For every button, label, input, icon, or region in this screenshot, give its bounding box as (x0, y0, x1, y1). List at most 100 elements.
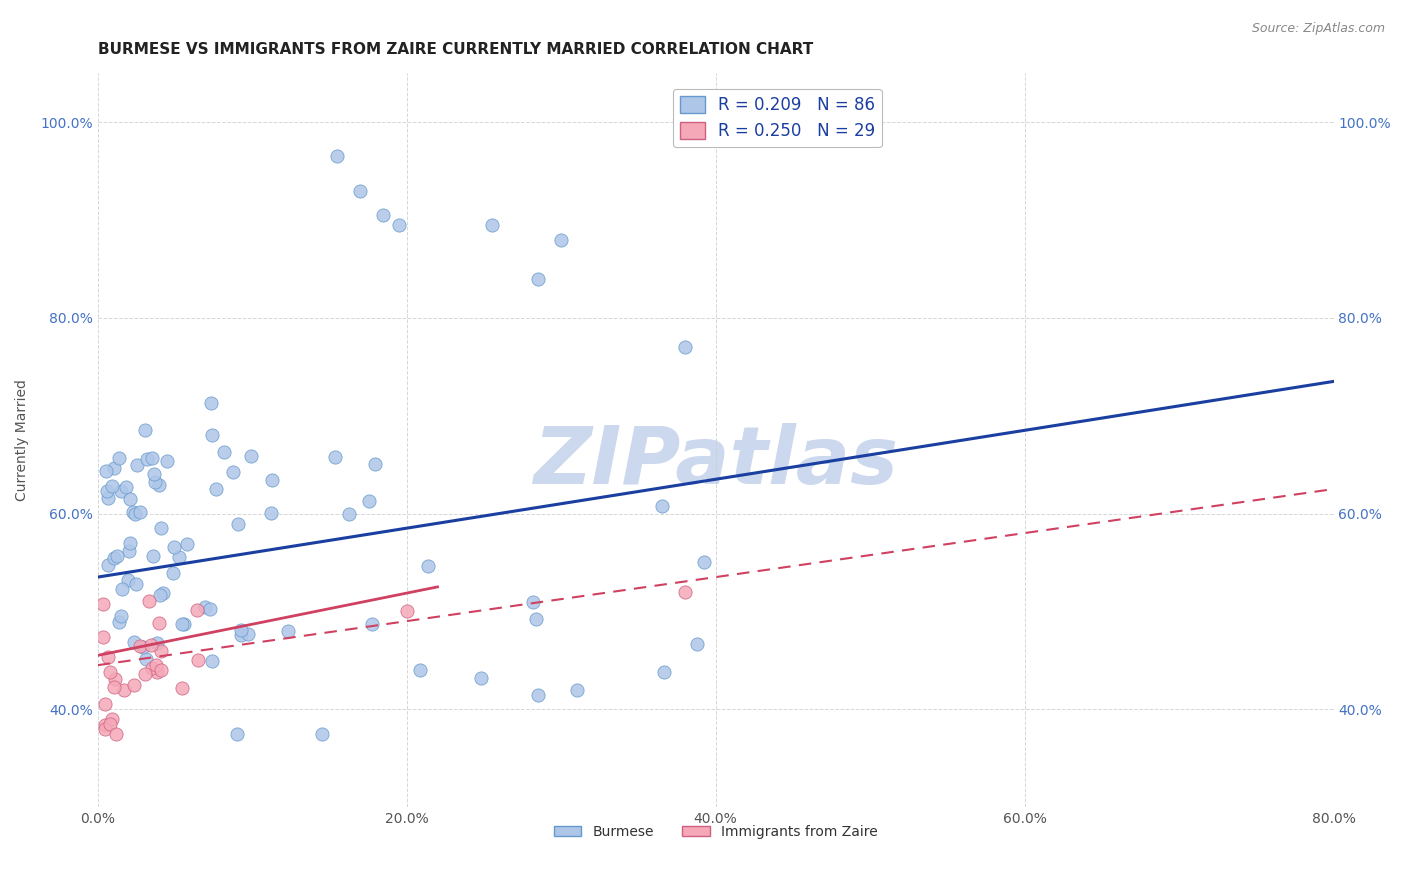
Point (167, 550, 190, 565)
Point (349, 184, 371, 198)
Point (176, 537, 198, 551)
Point (141, 450, 163, 465)
Point (238, 627, 260, 641)
Point (134, 667, 156, 681)
Point (108, 450, 131, 465)
Point (124, 507, 146, 521)
Point (652, 665, 675, 680)
Point (120, 536, 142, 550)
Point (148, 615, 170, 630)
Point (357, 494, 380, 508)
Point (323, 450, 346, 464)
Point (481, 218, 503, 232)
Point (277, 624, 299, 638)
Point (135, 452, 157, 467)
Point (122, 505, 145, 519)
Point (135, 651, 157, 665)
Legend: Burmese, Immigrants from Zaire: Burmese, Immigrants from Zaire (548, 819, 883, 844)
Text: ZIPatlas: ZIPatlas (533, 423, 898, 501)
Point (226, 517, 249, 532)
Point (141, 660, 163, 674)
Point (524, 612, 547, 626)
Point (170, 681, 193, 695)
Point (527, 688, 550, 702)
Point (673, 340, 696, 354)
Point (134, 423, 156, 437)
Point (93, 597, 115, 611)
Point (101, 712, 124, 726)
Point (129, 640, 152, 654)
Point (388, 218, 411, 232)
Point (93, 697, 115, 711)
Point (142, 549, 165, 563)
Point (149, 521, 172, 535)
Point (143, 475, 166, 490)
Point (221, 465, 243, 479)
Point (673, 584, 696, 599)
Point (103, 551, 125, 566)
Point (200, 428, 222, 442)
Point (416, 559, 439, 574)
Point (231, 624, 253, 638)
Point (96, 558, 118, 573)
Point (173, 617, 195, 632)
Point (240, 449, 263, 463)
Point (170, 616, 193, 631)
Point (692, 555, 714, 569)
Point (125, 458, 148, 473)
Point (200, 396, 222, 410)
Point (212, 444, 235, 458)
Point (186, 603, 208, 617)
Point (522, 595, 544, 609)
Point (101, 479, 124, 493)
Point (118, 543, 141, 558)
Point (94, 722, 117, 736)
Point (150, 663, 173, 677)
Point (409, 663, 432, 677)
Point (105, 726, 128, 740)
Point (152, 585, 174, 599)
Point (395, 604, 418, 618)
Point (156, 454, 179, 468)
Point (141, 639, 163, 653)
Point (550, 233, 572, 247)
Point (97, 650, 120, 665)
Point (131, 640, 153, 654)
Point (148, 588, 170, 602)
Point (162, 566, 184, 580)
Point (311, 726, 333, 740)
Point (103, 461, 125, 475)
Point (105, 549, 128, 563)
Point (527, 271, 550, 285)
Point (363, 457, 385, 471)
Point (110, 609, 132, 624)
Point (201, 654, 224, 668)
Point (115, 480, 138, 494)
Point (94, 717, 117, 731)
Point (337, 507, 360, 521)
Point (686, 637, 709, 651)
Point (98, 717, 121, 731)
Point (104, 673, 127, 687)
Point (194, 599, 217, 614)
Point (108, 615, 131, 630)
Text: BURMESE VS IMMIGRANTS FROM ZAIRE CURRENTLY MARRIED CORRELATION CHART: BURMESE VS IMMIGRANTS FROM ZAIRE CURRENT… (97, 42, 813, 57)
Text: Source: ZipAtlas.com: Source: ZipAtlas.com (1251, 22, 1385, 36)
Point (205, 483, 228, 497)
Point (260, 506, 283, 520)
Point (111, 582, 134, 596)
Point (187, 653, 209, 667)
Point (470, 671, 492, 685)
Point (200, 601, 222, 615)
Point (103, 680, 125, 694)
Point (112, 683, 135, 698)
Point (117, 573, 139, 587)
Point (138, 594, 160, 608)
Point (148, 478, 170, 492)
Point (373, 208, 395, 222)
Point (326, 149, 349, 163)
Point (91, 630, 114, 644)
Point (94, 464, 117, 478)
Y-axis label: Currently Married: Currently Married (15, 379, 30, 501)
Point (146, 636, 169, 650)
